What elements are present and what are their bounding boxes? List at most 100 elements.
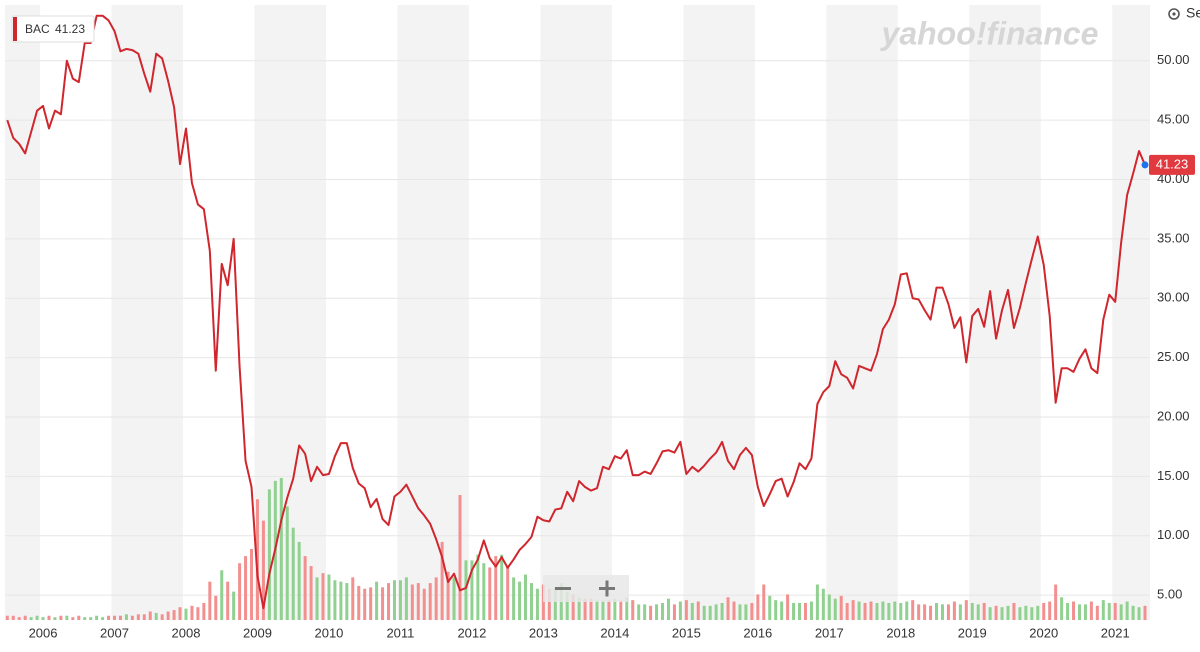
volume-bar [196,607,200,620]
gear-icon [1168,8,1180,20]
volume-bar [1072,601,1076,620]
volume-bar [595,600,599,620]
volume-bar [297,541,301,620]
x-tick-label: 2017 [815,625,844,640]
plot-layer [6,14,1149,610]
volume-bar [631,600,635,620]
volume-bar [524,574,528,620]
volume-bar [422,588,426,620]
volume-bar [768,595,772,620]
volume-bar [500,554,504,620]
gear-center [1172,12,1176,16]
volume-bar [1137,607,1141,620]
volume-bar [29,617,33,620]
volume-bar [440,541,444,620]
volume-bar [398,580,402,620]
volume-bar [41,617,45,620]
settings-button[interactable]: Settings [1168,5,1200,21]
volume-bar [827,594,831,620]
y-tick-label: 5.00 [1157,587,1182,602]
volume-bar [71,617,75,620]
volume-bar [363,588,367,620]
volume-bar [696,601,700,620]
x-tick-label: 2019 [958,625,987,640]
year-band [254,5,326,620]
grid-layer [5,60,1150,596]
volume-bar [863,602,867,620]
volume-bar [1030,607,1034,620]
volume-bar [309,566,313,620]
volume-bar [756,594,760,620]
x-tick-label: 2007 [100,625,129,640]
volume-bar [1107,602,1111,620]
volume-bar [512,577,516,620]
volume-bar [357,585,361,620]
last-value-label: 41.23 [1156,156,1189,171]
volume-bar [35,615,39,620]
volume-bar [774,600,778,620]
volume-bar [59,615,63,620]
volume-bar [482,563,486,620]
volume-bar [107,615,111,620]
volume-bar [261,520,265,620]
volume-bar [780,601,784,620]
volume-bar [428,583,432,620]
volume-bar [553,587,557,620]
volume-bar [101,617,105,620]
volume-bar [601,600,605,620]
volume-bar [494,556,498,620]
volume-bar [291,527,295,620]
x-tick-label: 2018 [886,625,915,640]
volume-bar [345,583,349,620]
x-tick-label: 2011 [386,625,414,640]
volume-bar [130,615,134,620]
volume-bar [1119,604,1123,620]
volume-bar [285,506,289,620]
volume-bar [23,615,27,620]
volume-bar [154,612,158,620]
year-band [683,5,755,620]
y-tick-label: 10.00 [1157,527,1190,542]
volume-bar [1101,600,1105,620]
volume-bar [404,577,408,620]
volume-bar [184,608,188,620]
volume-bar [333,580,337,620]
volume-bar [708,605,712,620]
volume-bar [434,577,438,620]
volume-bar [1042,602,1046,620]
volume-bar [684,600,688,620]
volume-bar [53,617,57,620]
volume-bar [935,602,939,620]
zoom-in[interactable] [605,580,609,597]
volume-bar [583,598,587,620]
settings-label[interactable]: Settings [1186,5,1200,21]
volume-bar [1131,605,1135,620]
volume-bar [666,598,670,620]
volume-bar [821,588,825,620]
year-band [1112,5,1150,620]
volume-bar [202,602,206,620]
x-tick-label: 2015 [672,625,701,640]
volume-bar [1113,602,1117,620]
volume-bar [381,587,385,620]
year-band [969,5,1041,620]
volume-bar [17,617,21,620]
volume-bar [565,591,569,620]
volume-bar [255,499,259,620]
x-tick-label: 2010 [314,625,343,640]
volume-bar [547,588,551,620]
volume-bar [83,617,87,620]
volume-bar [387,583,391,620]
volume-bar [392,580,396,620]
volume-bar [518,581,522,620]
y-tick-label: 15.00 [1157,468,1190,483]
zoom-out[interactable] [555,587,571,590]
legend-box [11,15,95,43]
volume-bar [458,495,462,620]
volume-bar [226,581,230,620]
volume-bar [250,549,254,620]
volume-bar [738,604,742,620]
volume-bar [1143,605,1147,620]
volume-bar [643,604,647,620]
volume-bar [887,602,891,620]
